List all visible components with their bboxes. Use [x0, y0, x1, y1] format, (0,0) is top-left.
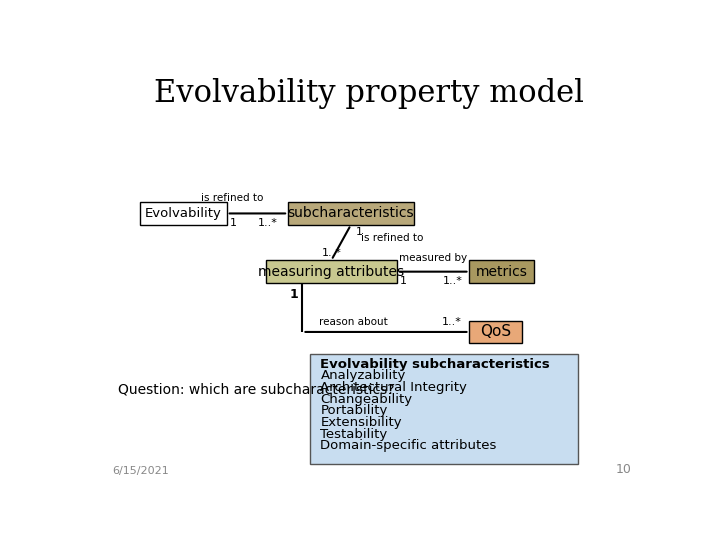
- Text: measured by: measured by: [399, 253, 467, 262]
- Text: Question: which are subcharacteristics?: Question: which are subcharacteristics?: [118, 382, 395, 396]
- Text: reason about: reason about: [319, 317, 388, 327]
- Text: 1..*: 1..*: [443, 276, 462, 286]
- FancyBboxPatch shape: [469, 321, 523, 343]
- Text: 1: 1: [356, 227, 362, 238]
- Text: Evolvability property model: Evolvability property model: [154, 78, 584, 110]
- Text: Changeability: Changeability: [320, 393, 413, 406]
- FancyBboxPatch shape: [140, 202, 227, 225]
- Text: 1..*: 1..*: [441, 317, 462, 327]
- Text: Analyzability: Analyzability: [320, 369, 406, 382]
- Text: is refined to: is refined to: [201, 193, 264, 203]
- Text: Evolvability subcharacteristics: Evolvability subcharacteristics: [320, 357, 550, 370]
- Text: is refined to: is refined to: [361, 233, 423, 244]
- Text: 1: 1: [289, 288, 299, 301]
- Text: subcharacteristics: subcharacteristics: [287, 206, 414, 220]
- FancyBboxPatch shape: [288, 202, 413, 225]
- Text: Testability: Testability: [320, 428, 387, 441]
- FancyBboxPatch shape: [310, 354, 578, 464]
- Text: Domain-specific attributes: Domain-specific attributes: [320, 439, 497, 452]
- FancyBboxPatch shape: [469, 260, 534, 283]
- Text: Extensibility: Extensibility: [320, 416, 402, 429]
- Text: 6/15/2021: 6/15/2021: [112, 465, 169, 476]
- Text: Portability: Portability: [320, 404, 388, 417]
- Text: Architectural Integrity: Architectural Integrity: [320, 381, 467, 394]
- FancyBboxPatch shape: [266, 260, 397, 283]
- Text: 1: 1: [230, 218, 236, 227]
- Text: 1..*: 1..*: [322, 248, 342, 258]
- Text: 1..*: 1..*: [258, 218, 277, 227]
- Text: QoS: QoS: [480, 325, 511, 340]
- Text: 1: 1: [400, 276, 407, 286]
- Text: 10: 10: [616, 463, 631, 476]
- Text: measuring attributes: measuring attributes: [258, 265, 405, 279]
- Text: Evolvability: Evolvability: [145, 207, 222, 220]
- Text: metrics: metrics: [476, 265, 528, 279]
